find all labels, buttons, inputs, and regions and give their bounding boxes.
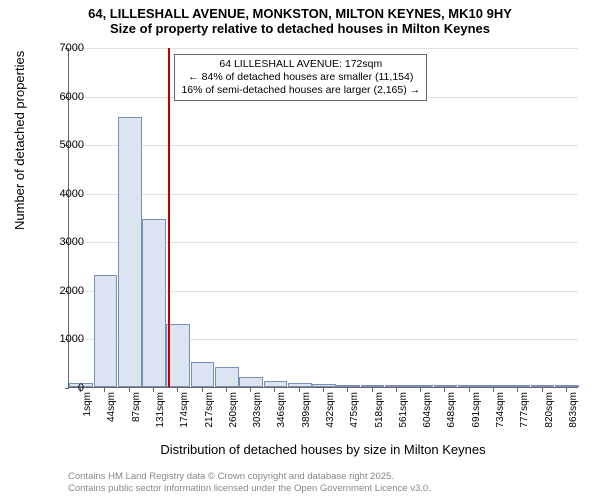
x-tick-mark: [542, 388, 543, 392]
x-tick-label: 174sqm: [179, 392, 190, 442]
histogram-bar: [312, 384, 336, 387]
histogram-bar: [506, 385, 530, 387]
property-marker-line: [168, 48, 170, 387]
annotation-line-2: ← 84% of detached houses are smaller (11…: [181, 71, 420, 84]
x-tick-mark: [299, 388, 300, 392]
x-tick-mark: [129, 388, 130, 392]
x-tick-mark: [274, 388, 275, 392]
x-tick-label: 604sqm: [422, 392, 433, 442]
histogram-bar: [531, 385, 555, 387]
x-tick-mark: [493, 388, 494, 392]
y-tick-label: 4000: [44, 188, 84, 200]
x-tick-mark: [104, 388, 105, 392]
grid-line: [69, 48, 578, 49]
x-tick-label: 561sqm: [398, 392, 409, 442]
x-tick-mark: [226, 388, 227, 392]
y-tick-label: 7000: [44, 42, 84, 54]
y-tick-label: 6000: [44, 91, 84, 103]
x-tick-label: 44sqm: [106, 392, 117, 442]
grid-line: [69, 194, 578, 195]
histogram-bar: [458, 385, 482, 387]
x-tick-label: 691sqm: [471, 392, 482, 442]
x-tick-mark: [177, 388, 178, 392]
chart-title-block: 64, LILLESHALL AVENUE, MONKSTON, MILTON …: [0, 0, 600, 36]
x-tick-label: 217sqm: [204, 392, 215, 442]
x-tick-mark: [202, 388, 203, 392]
title-line-2: Size of property relative to detached ho…: [0, 21, 600, 36]
x-tick-label: 131sqm: [155, 392, 166, 442]
histogram-bar: [94, 275, 118, 387]
x-tick-label: 734sqm: [495, 392, 506, 442]
x-tick-label: 518sqm: [374, 392, 385, 442]
x-tick-mark: [566, 388, 567, 392]
x-tick-label: 863sqm: [568, 392, 579, 442]
histogram-bar: [142, 219, 166, 387]
histogram-bar: [555, 385, 579, 387]
x-tick-label: 777sqm: [519, 392, 530, 442]
histogram-bar: [385, 385, 409, 387]
annotation-box: 64 LILLESHALL AVENUE: 172sqm ← 84% of de…: [174, 54, 427, 101]
histogram-bar: [264, 381, 288, 387]
y-tick-label: 3000: [44, 236, 84, 248]
x-tick-label: 1sqm: [82, 392, 93, 442]
x-axis-label: Distribution of detached houses by size …: [68, 442, 578, 457]
footer-line-1: Contains HM Land Registry data © Crown c…: [68, 471, 431, 482]
x-tick-mark: [469, 388, 470, 392]
footer-line-2: Contains public sector information licen…: [68, 483, 431, 494]
grid-line: [69, 145, 578, 146]
x-tick-label: 820sqm: [544, 392, 555, 442]
histogram-bar: [336, 385, 360, 387]
x-tick-mark: [323, 388, 324, 392]
histogram-bar: [288, 383, 312, 387]
annotation-line-3: 16% of semi-detached houses are larger (…: [181, 84, 420, 97]
y-tick-label: 0: [44, 382, 84, 394]
footer-attribution: Contains HM Land Registry data © Crown c…: [68, 471, 431, 494]
y-axis-label: Number of detached properties: [12, 51, 27, 230]
x-tick-mark: [372, 388, 373, 392]
x-tick-label: 260sqm: [228, 392, 239, 442]
x-tick-label: 303sqm: [252, 392, 263, 442]
x-tick-mark: [250, 388, 251, 392]
histogram-bar: [361, 385, 385, 387]
x-tick-mark: [347, 388, 348, 392]
x-tick-mark: [153, 388, 154, 392]
x-tick-label: 475sqm: [349, 392, 360, 442]
x-tick-label: 432sqm: [325, 392, 336, 442]
x-tick-mark: [396, 388, 397, 392]
title-line-1: 64, LILLESHALL AVENUE, MONKSTON, MILTON …: [0, 6, 600, 21]
plot-region: 64 LILLESHALL AVENUE: 172sqm ← 84% of de…: [68, 48, 578, 388]
y-tick-label: 2000: [44, 285, 84, 297]
x-tick-mark: [420, 388, 421, 392]
y-tick-label: 1000: [44, 333, 84, 345]
x-tick-label: 389sqm: [301, 392, 312, 442]
histogram-bar: [118, 117, 142, 387]
x-tick-mark: [517, 388, 518, 392]
histogram-bar: [482, 385, 506, 387]
chart-area: 64 LILLESHALL AVENUE: 172sqm ← 84% of de…: [68, 48, 578, 418]
x-tick-label: 648sqm: [446, 392, 457, 442]
histogram-bar: [239, 377, 263, 387]
y-tick-label: 5000: [44, 139, 84, 151]
x-tick-label: 346sqm: [276, 392, 287, 442]
histogram-bar: [191, 362, 215, 387]
x-tick-mark: [444, 388, 445, 392]
histogram-bar: [215, 367, 239, 387]
histogram-bar: [434, 385, 458, 387]
x-tick-label: 87sqm: [131, 392, 142, 442]
annotation-line-1: 64 LILLESHALL AVENUE: 172sqm: [181, 58, 420, 71]
histogram-bar: [409, 385, 433, 387]
